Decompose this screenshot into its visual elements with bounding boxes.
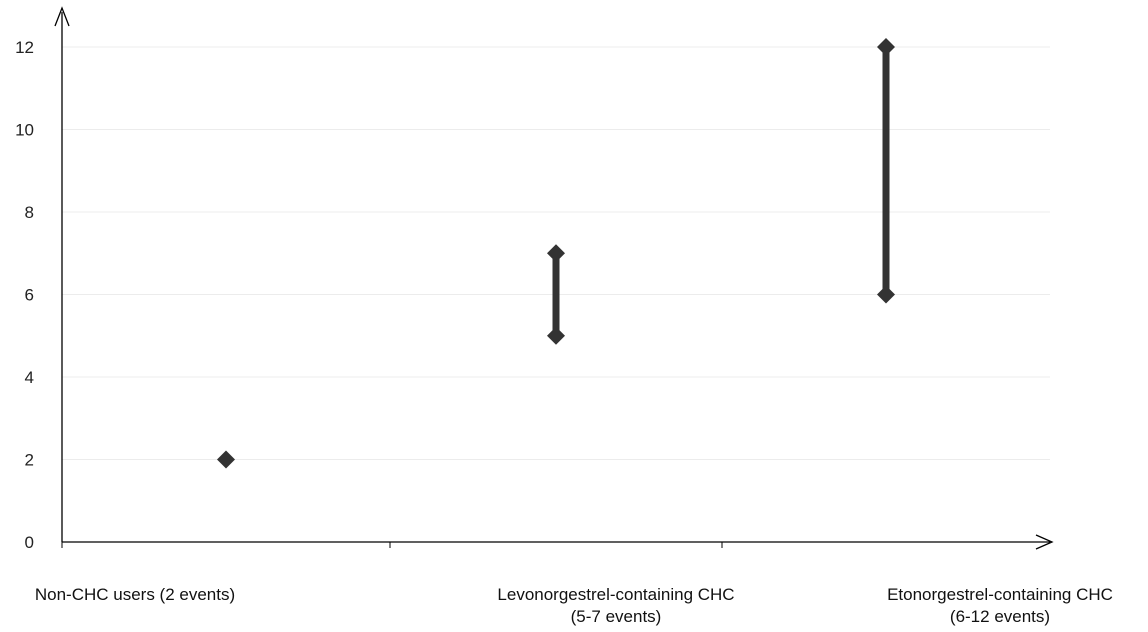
axes: [54, 6, 1054, 550]
y-tick-label: 8: [25, 203, 34, 222]
range-high-marker: [547, 244, 565, 263]
y-tick-label: 4: [25, 368, 34, 387]
range-low-marker: [877, 285, 895, 304]
x-category-label: Etonorgestrel-containing CHC (6-12 events…: [887, 585, 1113, 626]
y-axis-arrow: [54, 6, 70, 27]
x-axis-arrow: [1035, 534, 1054, 550]
y-tick-label: 2: [25, 451, 34, 470]
y-tick-label: 12: [15, 38, 34, 57]
x-category-label: Levonorgestrel-containing CHC (5-7 events…: [497, 585, 734, 626]
range-series: [217, 38, 895, 469]
x-category-label: Non-CHC users (2 events): [35, 585, 235, 604]
y-tick-label: 0: [25, 533, 34, 552]
range-high-marker: [877, 38, 895, 56]
y-tick-labels: 0 2 4 6 8 10 12: [15, 38, 34, 552]
y-tick-label: 10: [15, 121, 34, 140]
x-category-labels: Non-CHC users (2 events) Levonorgestrel-c…: [35, 585, 1113, 626]
x-tick-marks: [61, 542, 723, 548]
range-low-marker: [217, 450, 235, 469]
range-low-marker: [547, 326, 565, 345]
y-tick-label: 6: [25, 286, 34, 305]
